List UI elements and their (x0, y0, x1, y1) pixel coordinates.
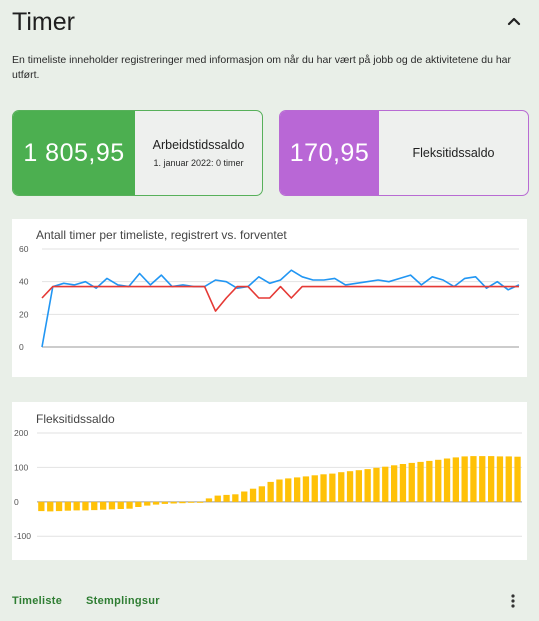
flex-bar (223, 494, 230, 502)
page-title: Timer (12, 8, 75, 36)
more-options-button[interactable] (504, 592, 522, 610)
flex-bar (496, 456, 504, 502)
flex-bar (294, 477, 301, 502)
timeliste-link[interactable]: Timeliste (12, 595, 63, 607)
flex-balance-info: Fleksitidssaldo (379, 111, 528, 195)
flex-bar (170, 501, 177, 504)
y-tick-label: 100 (14, 462, 28, 472)
flex-bar (64, 501, 71, 511)
flex-bar (311, 475, 318, 502)
y-tick-label: 0 (19, 342, 24, 352)
flex-chart-title: Fleksitidssaldo (36, 412, 115, 426)
flex-bar (285, 478, 292, 502)
hours-line-chart: 0 20 40 60 (19, 244, 520, 352)
flex-bar (355, 470, 362, 502)
flex-bar (382, 466, 389, 502)
flex-bar (117, 501, 124, 509)
y-tick-label: -100 (14, 531, 31, 541)
work-balance-info: Arbeidstidssaldo 1. januar 2022: 0 timer (135, 111, 262, 195)
flex-bar (276, 479, 283, 502)
flex-bar (205, 498, 213, 502)
flex-bar (346, 471, 354, 502)
flex-balance-value: 170,95 (280, 111, 379, 195)
flex-bar (152, 501, 160, 505)
flex-bar (38, 501, 45, 512)
more-vert-icon (511, 594, 515, 608)
flex-bar (364, 469, 371, 502)
y-tick-label: 0 (14, 497, 19, 507)
flex-bar (47, 501, 54, 512)
flex-bar (399, 464, 407, 502)
flex-bar (505, 456, 512, 502)
flex-bar (470, 456, 477, 502)
flex-bar (197, 501, 204, 503)
flex-bar (408, 462, 415, 502)
flex-bar (214, 495, 221, 502)
flex-bar (258, 486, 265, 502)
flex-bar (91, 501, 98, 511)
flex-bar (232, 494, 239, 502)
flex-bar (144, 501, 151, 506)
work-balance-card[interactable]: 1 805,95 Arbeidstidssaldo 1. januar 2022… (12, 110, 263, 196)
flex-bar (461, 456, 468, 502)
registered-hours-line (41, 269, 520, 348)
chevron-up-icon (507, 17, 521, 26)
flex-bar (126, 501, 133, 509)
flex-bar (302, 476, 310, 502)
flex-bar (488, 456, 495, 502)
flex-bar (55, 501, 63, 512)
y-tick-label: 40 (19, 277, 29, 287)
flex-bar-chart: -100 0 100 200 (14, 428, 522, 541)
y-tick-label: 200 (14, 428, 28, 438)
expected-hours-line (41, 285, 519, 312)
flex-bar (73, 501, 80, 511)
flex-bar (426, 460, 433, 502)
flex-bar (338, 472, 345, 502)
flex-bar (479, 456, 486, 502)
flex-bar-chart-panel: Fleksitidssaldo -100 0 100 200 (12, 402, 527, 560)
flex-balance-label: Fleksitidssaldo (412, 146, 495, 160)
flex-bar (435, 459, 442, 502)
work-balance-subtext: 1. januar 2022: 0 timer (153, 158, 244, 168)
flex-bar (249, 488, 257, 502)
flex-bar (373, 467, 380, 502)
flex-bar (267, 481, 274, 502)
flex-bar (135, 501, 142, 507)
flex-bar (514, 456, 521, 502)
flex-bar (161, 501, 168, 504)
collapse-button[interactable] (503, 10, 525, 32)
flex-bar (188, 501, 195, 503)
flex-bar (320, 474, 327, 502)
work-balance-label: Arbeidstidssaldo (152, 138, 245, 152)
flex-bar (241, 491, 248, 502)
flex-bar (443, 458, 451, 502)
flex-bar (100, 501, 107, 510)
hours-line-chart-panel: Antall timer per timeliste, registrert v… (12, 219, 527, 377)
flex-bar (391, 465, 398, 502)
flex-bar (329, 473, 336, 502)
work-balance-value: 1 805,95 (13, 111, 135, 195)
flex-bar (179, 501, 186, 504)
flex-balance-card[interactable]: 170,95 Fleksitidssaldo (279, 110, 529, 196)
y-tick-label: 20 (19, 309, 29, 319)
page-description: En timeliste inneholder registreringer m… (12, 54, 512, 81)
flex-bar (108, 501, 116, 510)
flex-bar (82, 501, 89, 511)
hours-chart-title: Antall timer per timeliste, registrert v… (36, 228, 287, 242)
flex-bar (452, 457, 459, 502)
stemplingsur-link[interactable]: Stemplingsur (86, 595, 160, 607)
flex-bar (417, 461, 424, 502)
y-tick-label: 60 (19, 244, 29, 254)
